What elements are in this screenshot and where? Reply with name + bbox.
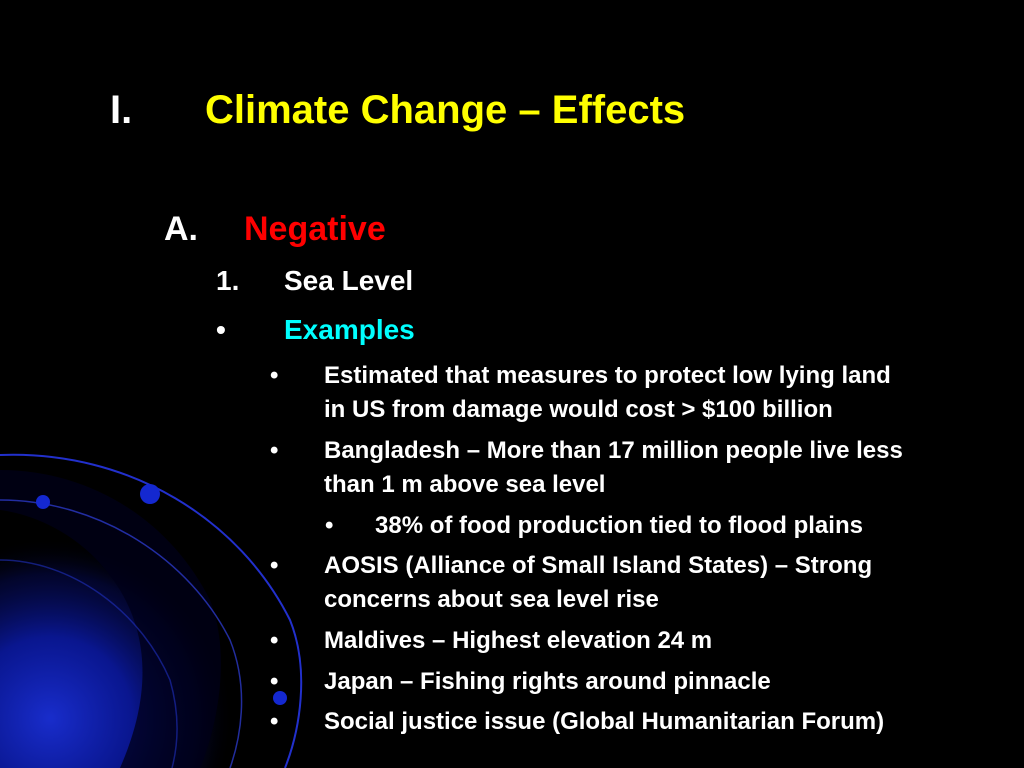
examples-marker: • bbox=[216, 314, 226, 345]
title-marker: I. bbox=[110, 88, 133, 132]
bullet-text: Maldives – Highest elevation 24 m bbox=[324, 627, 713, 654]
subsection-text: Sea Level bbox=[284, 265, 414, 296]
bullet-text: Japan – Fishing rights around pinnacle bbox=[324, 668, 771, 695]
bullet-marker: • bbox=[325, 512, 334, 539]
bullet-marker: • bbox=[270, 362, 279, 389]
bullet-marker: • bbox=[270, 552, 279, 579]
swirl-dot-2 bbox=[36, 495, 50, 509]
bullet-text: Estimated that measures to protect low l… bbox=[324, 362, 891, 389]
bullet-text: than 1 m above sea level bbox=[324, 471, 606, 498]
bullet-marker: • bbox=[270, 627, 279, 654]
swirl-arc-1 bbox=[0, 453, 303, 768]
bullet-marker: • bbox=[270, 668, 279, 695]
swirl-arc-3 bbox=[0, 559, 178, 768]
examples-text: Examples bbox=[284, 314, 415, 345]
bullet-text: in US from damage would cost > $100 bill… bbox=[324, 396, 833, 423]
bullet-text: Bangladesh – More than 17 million people… bbox=[324, 437, 903, 464]
swirl-dark-band bbox=[0, 470, 221, 768]
section-text: Negative bbox=[244, 210, 386, 248]
title-text: Climate Change – Effects bbox=[205, 88, 686, 132]
bullet-text: AOSIS (Alliance of Small Island States) … bbox=[324, 552, 873, 579]
bullet-text: 38% of food production tied to flood pla… bbox=[375, 512, 863, 539]
swirl-dot-1 bbox=[140, 484, 160, 504]
bullet-text: concerns about sea level rise bbox=[324, 586, 659, 613]
subsection-marker: 1. bbox=[216, 265, 240, 296]
section-marker: A. bbox=[164, 210, 198, 248]
bullet-text: Social justice issue (Global Humanitaria… bbox=[324, 708, 885, 735]
swirl-dot-3 bbox=[273, 691, 287, 705]
swirl-arc-2 bbox=[0, 499, 243, 768]
bullet-marker: • bbox=[270, 708, 279, 735]
bullet-marker: • bbox=[270, 437, 279, 464]
